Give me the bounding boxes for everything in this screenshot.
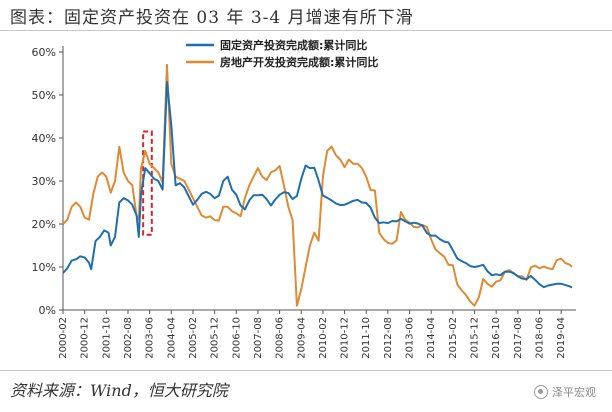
y-tick-label: 30%: [32, 175, 56, 188]
x-tick-label: 2007-08: [253, 317, 264, 359]
x-tick-label: 2019-04: [556, 317, 567, 359]
source-note: 资料来源：Wind，恒大研究院: [10, 381, 228, 400]
title-bar: 图表：固定资产投资在 03 年 3-4 月增速有所下滑: [0, 0, 612, 31]
x-tick-label: 2012-08: [383, 317, 394, 359]
wechat-logo-icon: [534, 385, 548, 399]
x-tick-label: 2013-06: [405, 317, 416, 359]
series-line-1: [62, 63, 573, 307]
series-line-0: [62, 81, 573, 289]
x-tick-label: 2011-10: [361, 317, 372, 359]
x-tick-label: 2016-10: [491, 317, 502, 359]
x-tick-label: 2015-12: [470, 317, 481, 359]
watermark: 泽平宏观: [534, 384, 596, 400]
chart-axes: 0% 10% 20% 30% 40% 50% 60% 2000-02 2000-12 2001-1…: [32, 46, 576, 359]
x-tick-label: 2009-04: [296, 317, 307, 359]
legend-label-0: 固定资产投资完成额:累计同比: [220, 38, 367, 52]
x-tick-label: 2000-02: [58, 317, 69, 359]
x-tick-label: 2008-06: [275, 317, 286, 359]
y-tick-label: 50%: [32, 89, 56, 102]
x-tick-label: 2003-06: [145, 317, 156, 359]
legend-label-1: 房地产开发投资完成额:累计同比: [220, 55, 378, 69]
x-tick-label: 2006-10: [231, 317, 242, 359]
y-tick-label: 0%: [39, 304, 56, 317]
y-tick-label: 40%: [32, 132, 56, 145]
y-tick-label: 60%: [32, 46, 56, 59]
series-layer: [62, 63, 573, 307]
line-chart: 0% 10% 20% 30% 40% 50% 60% 2000-02 2000-12 2001-1…: [32, 38, 576, 359]
y-tick-label: 10%: [32, 261, 56, 274]
x-tick-label: 2014-04: [426, 317, 437, 359]
footer: 资料来源：Wind，恒大研究院 泽平宏观: [0, 370, 612, 412]
chart-title: 图表：固定资产投资在 03 年 3-4 月增速有所下滑: [10, 8, 414, 28]
x-tick-label: 2015-02: [448, 317, 459, 359]
highlight-box-layer: [142, 130, 153, 236]
x-tick-label: 2002-08: [123, 317, 134, 359]
x-tick-label: 2005-12: [210, 317, 221, 359]
x-tick-label: 2000-12: [80, 317, 91, 359]
x-tick-label: 2004-04: [166, 317, 177, 359]
watermark-label: 泽平宏观: [552, 386, 596, 399]
y-tick-label: 20%: [32, 218, 56, 231]
x-tick-label: 2001-10: [101, 317, 112, 359]
x-tick-label: 2018-06: [535, 317, 546, 359]
x-tick-label: 2005-02: [188, 317, 199, 359]
x-tick-label: 2017-08: [513, 317, 524, 359]
highlight-dashed-box: [142, 130, 153, 236]
x-tick-label: 2010-12: [340, 317, 351, 359]
x-tick-label: 2010-02: [318, 317, 329, 359]
